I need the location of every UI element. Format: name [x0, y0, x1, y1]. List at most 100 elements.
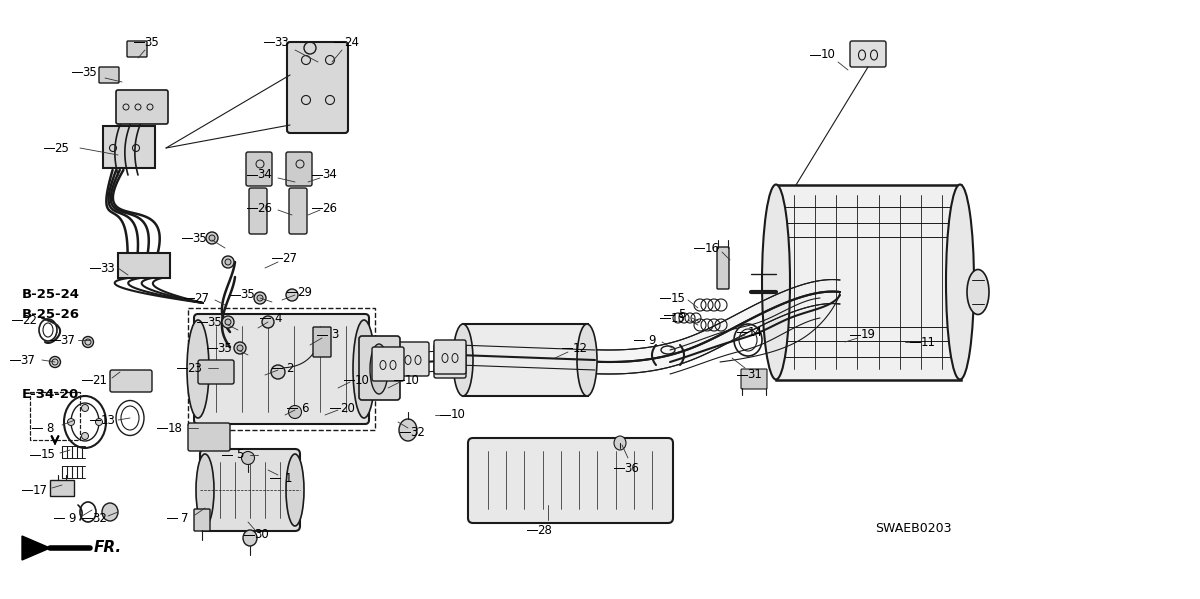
FancyBboxPatch shape	[98, 67, 119, 83]
Text: 4: 4	[275, 311, 282, 325]
FancyBboxPatch shape	[372, 347, 404, 381]
Bar	[776, 185, 961, 380]
FancyBboxPatch shape	[194, 314, 370, 424]
Bar	[30, 392, 80, 440]
Ellipse shape	[234, 342, 246, 354]
Ellipse shape	[226, 319, 230, 325]
Ellipse shape	[96, 419, 102, 425]
Ellipse shape	[398, 419, 418, 441]
Ellipse shape	[257, 295, 263, 301]
Text: 15: 15	[671, 311, 685, 325]
Polygon shape	[22, 536, 50, 560]
Text: 9: 9	[648, 334, 655, 346]
Ellipse shape	[82, 404, 89, 412]
FancyBboxPatch shape	[127, 41, 148, 57]
Bar	[50, 480, 74, 496]
Ellipse shape	[254, 292, 266, 304]
Text: 2: 2	[287, 362, 294, 374]
Ellipse shape	[49, 356, 60, 368]
Ellipse shape	[946, 184, 974, 380]
Text: 28: 28	[538, 524, 552, 537]
FancyBboxPatch shape	[434, 340, 466, 374]
Ellipse shape	[196, 454, 214, 526]
Ellipse shape	[206, 232, 218, 244]
FancyBboxPatch shape	[194, 509, 210, 531]
FancyBboxPatch shape	[742, 369, 767, 389]
Text: 12: 12	[572, 341, 588, 355]
Ellipse shape	[454, 324, 473, 396]
Text: 30: 30	[254, 528, 269, 541]
Text: 33: 33	[275, 35, 289, 49]
Bar	[463, 324, 588, 396]
Ellipse shape	[353, 320, 374, 418]
Text: 27: 27	[194, 292, 210, 304]
FancyBboxPatch shape	[313, 327, 331, 357]
Ellipse shape	[67, 419, 74, 425]
Text: 26: 26	[258, 201, 272, 214]
Text: 14: 14	[748, 325, 762, 338]
Text: 7: 7	[181, 512, 188, 525]
Text: 17: 17	[32, 483, 48, 497]
Text: 10: 10	[354, 374, 370, 386]
Ellipse shape	[271, 365, 286, 379]
Ellipse shape	[83, 337, 94, 347]
Text: 34: 34	[323, 168, 337, 181]
Bar	[118, 253, 170, 278]
FancyBboxPatch shape	[397, 342, 430, 376]
Text: 33: 33	[101, 262, 115, 274]
FancyBboxPatch shape	[434, 344, 466, 378]
Text: 26: 26	[323, 201, 337, 214]
Ellipse shape	[82, 432, 89, 440]
Text: 34: 34	[258, 168, 272, 181]
Ellipse shape	[370, 344, 388, 394]
Ellipse shape	[241, 452, 254, 464]
Text: 10: 10	[404, 374, 420, 386]
FancyBboxPatch shape	[116, 90, 168, 124]
Text: 35: 35	[241, 289, 256, 301]
Text: 35: 35	[145, 35, 160, 49]
Text: 9: 9	[68, 512, 76, 525]
FancyBboxPatch shape	[850, 41, 886, 67]
Ellipse shape	[222, 256, 234, 268]
Text: 10: 10	[821, 49, 835, 62]
Text: E-34-20: E-34-20	[22, 389, 79, 401]
Text: 22: 22	[23, 313, 37, 326]
Ellipse shape	[102, 503, 118, 521]
FancyBboxPatch shape	[287, 42, 348, 133]
Text: 10: 10	[450, 409, 466, 422]
Text: 6: 6	[301, 401, 308, 415]
Text: 31: 31	[748, 368, 762, 382]
Text: 21: 21	[92, 374, 108, 386]
Text: 20: 20	[341, 401, 355, 415]
Text: 8: 8	[47, 422, 54, 434]
Text: 35: 35	[193, 231, 208, 244]
Text: SWAEB0203: SWAEB0203	[875, 522, 952, 534]
Ellipse shape	[286, 454, 304, 526]
Text: 15: 15	[41, 449, 55, 461]
Text: 11: 11	[920, 335, 936, 349]
Text: B-25-26: B-25-26	[22, 308, 80, 322]
Text: 37: 37	[20, 353, 36, 367]
Text: 27: 27	[282, 252, 298, 265]
Ellipse shape	[242, 530, 257, 546]
Text: 1: 1	[284, 471, 292, 485]
Text: 15: 15	[671, 292, 685, 304]
Ellipse shape	[577, 324, 598, 396]
Ellipse shape	[226, 259, 230, 265]
FancyBboxPatch shape	[359, 336, 400, 400]
FancyBboxPatch shape	[718, 247, 730, 289]
Text: 25: 25	[54, 141, 70, 155]
Bar	[103, 126, 155, 168]
Text: 23: 23	[187, 362, 203, 374]
FancyBboxPatch shape	[246, 152, 272, 186]
Text: 32: 32	[92, 512, 108, 525]
Ellipse shape	[286, 289, 298, 301]
Bar	[30, 392, 80, 440]
Ellipse shape	[238, 345, 242, 351]
Text: 29: 29	[298, 286, 312, 298]
Text: 36: 36	[624, 461, 640, 474]
FancyBboxPatch shape	[286, 152, 312, 186]
Text: 13: 13	[101, 413, 115, 426]
Ellipse shape	[209, 235, 215, 241]
Text: 35: 35	[217, 341, 233, 355]
